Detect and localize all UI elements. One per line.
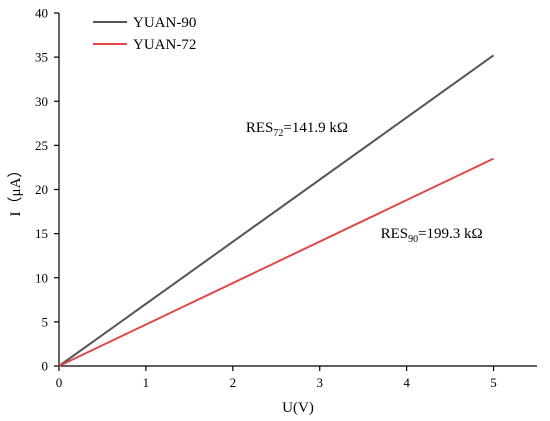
- resistance-annotation: RES90=199.3 kΩ: [381, 226, 483, 245]
- y-tick-label: 0: [42, 359, 49, 374]
- y-tick-label: 5: [42, 314, 49, 329]
- annotations: RES72=141.9 kΩ RES90=199.3 kΩ: [246, 120, 483, 245]
- series-lines: [58, 54, 495, 367]
- y-ticks: 0 5 10 15 20 25 30 35 40: [35, 6, 59, 374]
- y-axis-label: I（μA）: [7, 163, 24, 217]
- x-tick-label: 0: [56, 375, 63, 390]
- y-tick-label: 40: [35, 6, 48, 21]
- x-tick-label: 5: [490, 375, 497, 390]
- y-tick-label: 10: [35, 270, 48, 285]
- y-tick-label: 15: [35, 226, 48, 241]
- axes: [58, 13, 537, 367]
- resistance-annotation: RES72=141.9 kΩ: [246, 120, 348, 139]
- x-tick-label: 3: [316, 375, 323, 390]
- y-tick-label: 35: [35, 50, 48, 65]
- y-tick-label: 25: [35, 138, 48, 153]
- series-line-yuan-90: [58, 54, 495, 367]
- x-axis-label: U(V): [282, 400, 314, 416]
- y-tick-label: 20: [35, 182, 48, 197]
- legend-label-yuan-90: YUAN-90: [133, 15, 196, 31]
- legend-label-yuan-72: YUAN-72: [133, 37, 196, 53]
- series-line-yuan-72: [58, 157, 494, 367]
- x-tick-label: 1: [143, 375, 150, 390]
- x-tick-label: 2: [230, 375, 237, 390]
- x-tick-label: 4: [403, 375, 410, 390]
- y-tick-label: 30: [35, 94, 48, 109]
- x-ticks: 0 1 2 3 4 5: [56, 366, 497, 390]
- legend: YUAN-90 YUAN-72: [93, 15, 196, 53]
